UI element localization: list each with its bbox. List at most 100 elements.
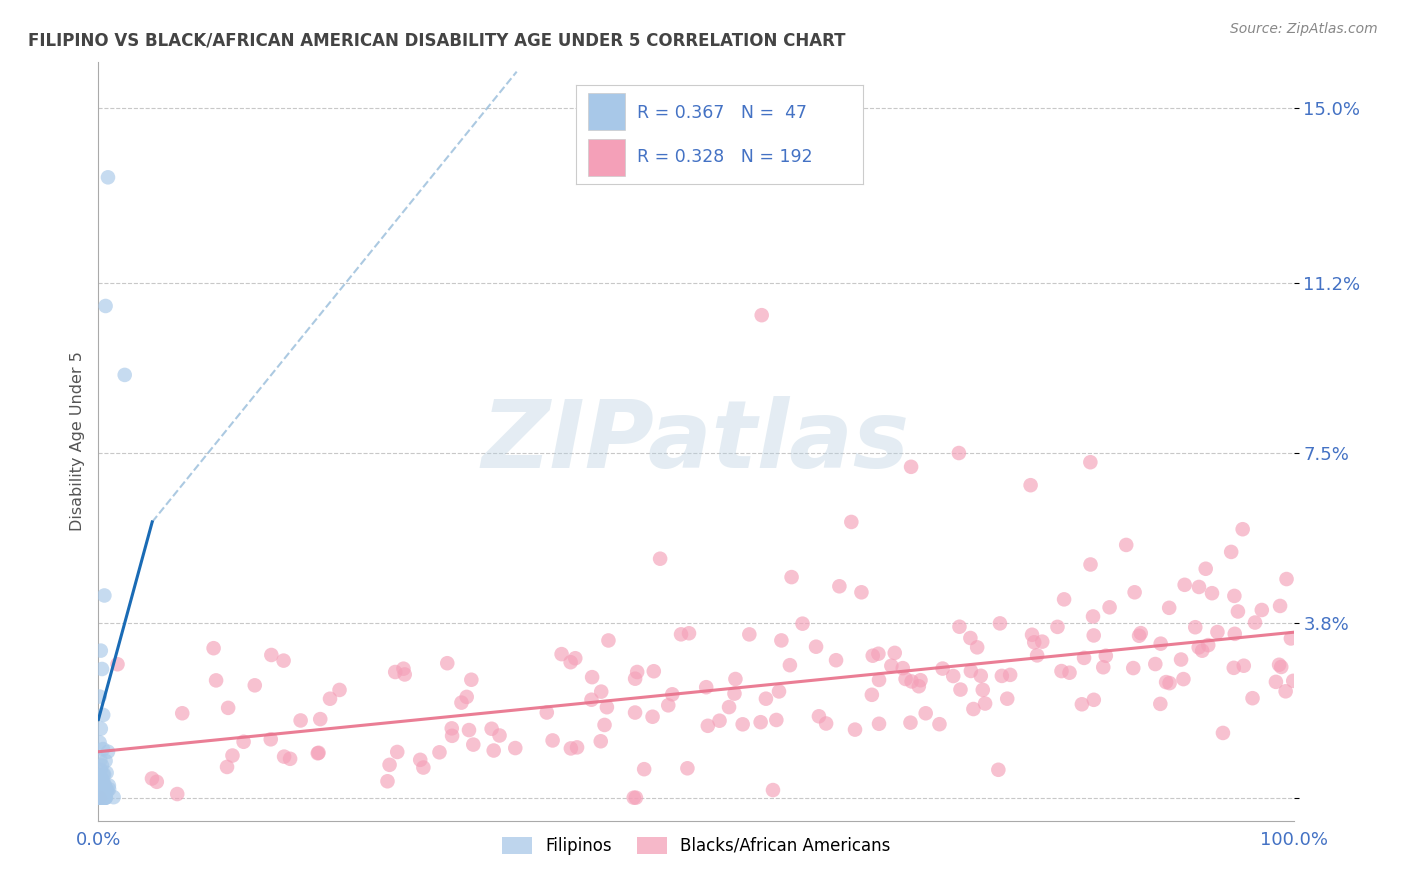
Point: [633, 762, 655, 776]
Point: [93, 790, 115, 805]
Point: [232, 735, 254, 749]
Point: [89, 767, 111, 781]
Point: [89, 783, 111, 797]
Point: [91, 785, 114, 799]
Point: [1170, 652, 1192, 666]
Point: [1241, 691, 1264, 706]
Point: [908, 679, 931, 693]
Point: [93, 786, 115, 800]
Point: [93, 790, 115, 805]
Point: [841, 515, 863, 529]
Point: [1268, 657, 1291, 672]
Point: [429, 745, 451, 759]
Point: [910, 673, 932, 688]
Point: [560, 741, 582, 756]
Point: [460, 673, 482, 687]
Point: [93, 777, 115, 791]
Point: [931, 662, 953, 676]
Point: [89, 777, 111, 791]
Point: [624, 790, 647, 805]
Point: [998, 668, 1021, 682]
Point: [723, 687, 745, 701]
Point: [1184, 620, 1206, 634]
Point: [309, 712, 332, 726]
Point: [89, 790, 111, 805]
Point: [89, 779, 111, 793]
Point: [914, 706, 936, 721]
Point: [1268, 599, 1291, 613]
Point: [94, 790, 117, 805]
Point: [624, 706, 647, 720]
Point: [91, 708, 114, 723]
Point: [141, 772, 163, 786]
Point: [89, 790, 111, 805]
Point: [89, 789, 111, 804]
Point: [1274, 684, 1296, 698]
Point: [669, 627, 692, 641]
Point: [90, 786, 112, 800]
Point: [1201, 586, 1223, 600]
Point: [94, 780, 117, 795]
Point: [900, 715, 922, 730]
Point: [560, 655, 582, 669]
Point: [1080, 455, 1102, 469]
Point: [1024, 635, 1046, 649]
Point: [1073, 651, 1095, 665]
Point: [93, 779, 115, 793]
Point: [1059, 665, 1081, 680]
Point: [96, 784, 118, 798]
Point: [731, 717, 754, 731]
Point: [91, 786, 114, 800]
Point: [1046, 620, 1069, 634]
Point: [589, 734, 612, 748]
Point: [436, 657, 458, 671]
Point: [94, 790, 117, 805]
Point: [970, 669, 993, 683]
Y-axis label: Disability Age Under 5: Disability Age Under 5: [69, 351, 84, 532]
Point: [851, 585, 873, 599]
Point: [1128, 629, 1150, 643]
Point: [591, 684, 613, 698]
Point: [792, 616, 814, 631]
Point: [962, 702, 984, 716]
Point: [93, 589, 115, 603]
Point: [1129, 626, 1152, 640]
Point: [91, 781, 114, 796]
Point: [1275, 572, 1298, 586]
Point: [987, 763, 1010, 777]
Point: [581, 692, 603, 706]
Point: [1159, 600, 1181, 615]
Point: [87, 772, 110, 787]
Point: [97, 745, 120, 759]
Point: [807, 709, 830, 723]
Point: [1173, 672, 1195, 686]
Point: [384, 665, 406, 679]
Point: [1081, 609, 1104, 624]
Point: [695, 680, 717, 694]
Point: [91, 786, 114, 800]
Point: [815, 716, 838, 731]
Point: [768, 684, 790, 698]
Point: [1174, 578, 1197, 592]
Point: [1282, 673, 1305, 688]
Point: [643, 665, 665, 679]
Point: [273, 654, 295, 668]
Point: [536, 706, 558, 720]
Point: [596, 700, 619, 714]
Point: [440, 722, 463, 736]
Point: [966, 640, 988, 655]
Point: [96, 783, 118, 797]
Point: [779, 658, 801, 673]
Point: [91, 786, 114, 800]
Point: [90, 782, 112, 797]
Point: [1122, 661, 1144, 675]
Point: [290, 714, 312, 728]
Legend: Filipinos, Blacks/African Americans: Filipinos, Blacks/African Americans: [495, 830, 897, 862]
Point: [89, 776, 111, 790]
Point: [215, 760, 238, 774]
Point: [661, 687, 683, 701]
Text: FILIPINO VS BLACK/AFRICAN AMERICAN DISABILITY AGE UNDER 5 CORRELATION CHART: FILIPINO VS BLACK/AFRICAN AMERICAN DISAB…: [28, 31, 845, 49]
Point: [91, 742, 114, 756]
Point: [503, 741, 526, 756]
Point: [1250, 603, 1272, 617]
